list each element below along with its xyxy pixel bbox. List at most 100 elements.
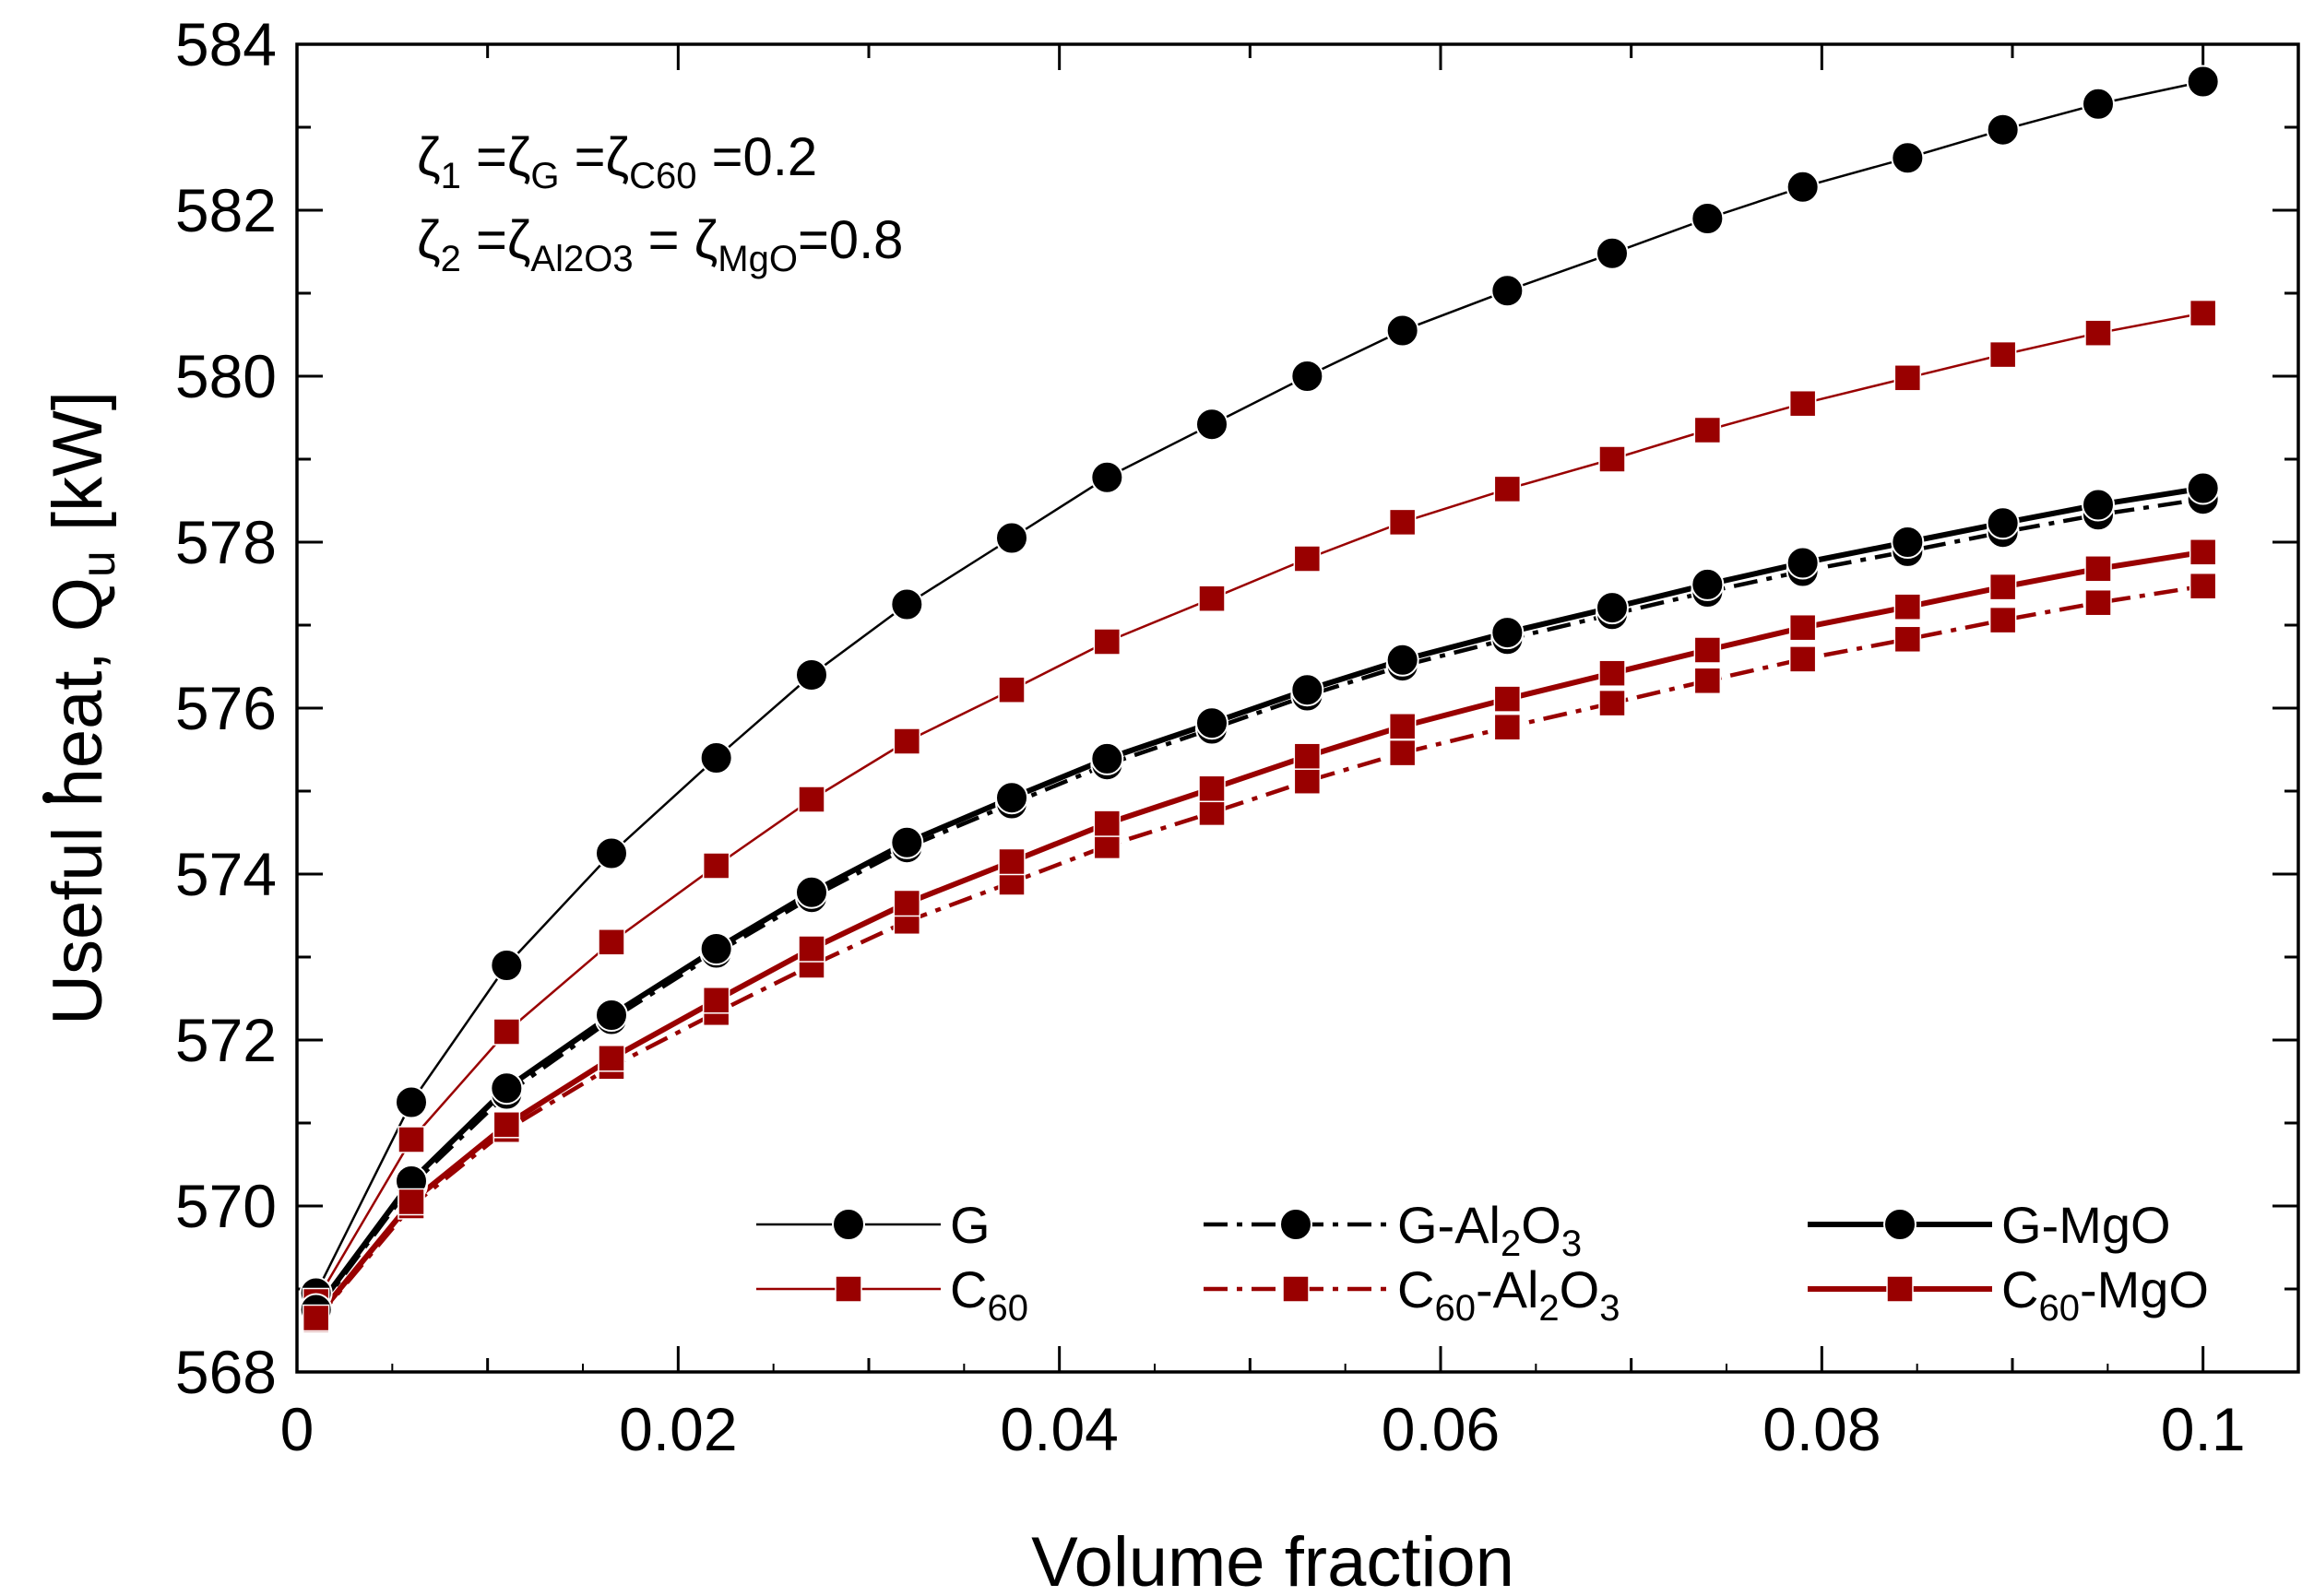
legend-item-c60-al2o3: C60-Al2O3 [1204,1260,1620,1329]
legend-item-g-al2o3: G-Al2O3 [1204,1196,1582,1264]
series-lines [314,80,2204,1321]
data-point [890,587,924,621]
data-point [1090,741,1124,775]
data-point [1093,810,1121,837]
data-point [995,521,1028,555]
legend-label: G-Al2O3 [1397,1196,1582,1264]
y-tick-label: 572 [175,1006,277,1074]
data-point [2082,488,2115,522]
series-points-g-al2o3 [299,482,2220,1330]
data-point [1891,141,1925,175]
data-point [1893,364,1922,392]
data-point [1788,389,1817,418]
data-point [1293,545,1322,573]
tick-labels: 0 0.02 0.04 0.06 0.08 0.1 568 570 572 574 576 578 58… [175,10,2246,1463]
data-point [1293,767,1322,795]
data-point [1788,645,1817,673]
legend-item-g-mgo: G-MgO [1808,1196,2171,1254]
data-point [1693,416,1722,444]
data-point [1596,591,1629,625]
data-point [1490,616,1525,650]
series-line-c60 [314,312,2203,1303]
data-point [1195,408,1228,442]
data-point [398,1126,425,1153]
data-point [1693,636,1722,664]
y-axis-title-unit: [kW] [39,391,117,550]
legend-swatch-marker [1883,1208,1916,1241]
data-point [1988,606,2017,634]
data-point [1893,593,1922,621]
legend-label: G-MgO [2001,1196,2171,1254]
data-point [1691,567,1725,601]
y-axis-title-subscript: u [72,550,125,577]
data-point [1598,689,1626,717]
y-tick-label: 570 [175,1172,277,1240]
data-point [598,1045,625,1072]
series-line-c60-mgo [314,549,2204,1320]
data-point [398,1188,425,1216]
data-point [1385,643,1419,677]
series-points-c60-mgo [302,538,2217,1332]
data-point [893,727,921,755]
data-point [998,676,1026,703]
data-point [1986,112,2020,147]
legend-label: C60 [950,1260,1028,1329]
data-point [699,932,733,965]
legend-swatch-marker [835,1275,862,1303]
data-point [702,852,730,880]
data-point [490,1071,524,1105]
data-point [1598,659,1626,687]
legend-swatch-marker [832,1208,865,1241]
data-point [595,999,628,1032]
legend-label: C60-Al2O3 [1397,1260,1620,1329]
data-point [595,836,628,870]
legend-swatch-marker [1279,1208,1312,1241]
q-dot-accent [42,792,53,803]
data-point [795,875,828,909]
y-tick-label: 580 [175,342,277,410]
data-point [1293,742,1322,770]
legend-swatch-marker [1282,1275,1310,1303]
data-point [492,1111,521,1139]
legend-label: C60-MgO [2001,1260,2209,1329]
y-axis-title: Useful heat, Qu [kW] [39,391,125,1025]
series-markers [299,65,2220,1334]
data-point [699,741,733,774]
data-point [1090,460,1124,494]
annotation-line-1: ζ1 =ζG =ζC60 =0.2 [417,127,817,196]
annotation: ζ1 =ζG =ζC60 =0.2 ζ2 =ζAl2O3 = ζMgO=0.8 [417,127,903,279]
legend-item-g: G [756,1196,991,1254]
series-line-g [314,80,2203,1295]
y-tick-label: 584 [175,10,277,78]
annotation-line-2: ζ2 =ζAl2O3 = ζMgO=0.8 [417,210,903,279]
y-tick-label: 576 [175,674,277,742]
data-point [1891,526,1925,559]
data-point [1493,713,1522,741]
x-tick-label: 0.1 [2161,1395,2246,1463]
data-point [2189,538,2217,566]
data-point [1988,340,2017,369]
data-point [1290,673,1324,707]
data-point [702,987,730,1014]
data-point [1093,628,1121,656]
data-point [2189,299,2217,327]
data-point [1786,546,1820,580]
data-point [1788,613,1817,642]
data-point [1195,706,1228,740]
data-point [2189,572,2217,600]
data-point [1893,625,1922,654]
legend-label: G [950,1196,991,1254]
data-point [2186,65,2220,99]
data-point [1388,739,1417,767]
x-tick-label: 0.06 [1382,1395,1500,1463]
data-point [395,1085,428,1119]
data-point [1490,274,1525,308]
data-point [890,825,924,859]
data-point [1093,832,1121,860]
data-point [1388,713,1417,740]
legend-swatch-marker [1886,1275,1914,1303]
data-point [1198,585,1226,612]
legend-item-c60-mgo: C60-MgO [1808,1260,2209,1329]
data-point [995,781,1028,815]
